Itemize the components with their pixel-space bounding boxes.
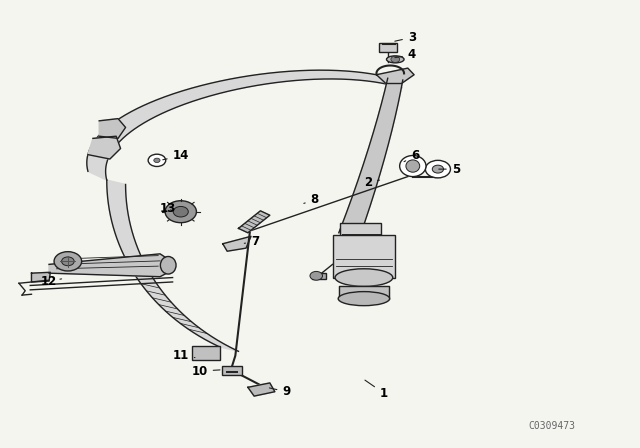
Circle shape [61, 257, 74, 266]
Circle shape [391, 56, 399, 62]
Text: 7: 7 [244, 235, 259, 248]
Text: C0309473: C0309473 [529, 421, 575, 431]
Text: 5: 5 [439, 163, 460, 176]
Polygon shape [239, 211, 270, 233]
Ellipse shape [406, 160, 420, 172]
Text: 4: 4 [395, 48, 416, 61]
Text: 12: 12 [41, 275, 61, 288]
Text: 2: 2 [364, 176, 380, 189]
Circle shape [148, 154, 166, 167]
FancyBboxPatch shape [340, 223, 381, 243]
Polygon shape [223, 236, 251, 251]
FancyBboxPatch shape [333, 235, 395, 279]
Polygon shape [248, 383, 275, 396]
Circle shape [54, 252, 82, 271]
Polygon shape [88, 136, 120, 159]
FancyBboxPatch shape [312, 273, 326, 279]
Ellipse shape [161, 257, 176, 274]
FancyBboxPatch shape [192, 346, 220, 360]
Ellipse shape [335, 269, 393, 286]
FancyBboxPatch shape [221, 366, 242, 375]
Polygon shape [339, 286, 389, 299]
Text: 3: 3 [395, 31, 416, 44]
Polygon shape [99, 119, 125, 138]
Circle shape [154, 158, 160, 163]
Ellipse shape [399, 155, 426, 177]
Text: 11: 11 [173, 349, 195, 362]
Polygon shape [87, 70, 401, 180]
FancyBboxPatch shape [379, 43, 397, 52]
Circle shape [310, 271, 323, 280]
Text: 14: 14 [163, 150, 189, 163]
Polygon shape [376, 68, 414, 83]
Ellipse shape [387, 56, 404, 63]
Text: 9: 9 [269, 385, 291, 398]
Text: 8: 8 [304, 194, 319, 207]
Ellipse shape [338, 292, 390, 306]
Circle shape [432, 165, 444, 173]
Text: 13: 13 [160, 202, 176, 215]
Text: 10: 10 [191, 365, 220, 378]
Circle shape [426, 160, 451, 178]
Text: 6: 6 [404, 150, 419, 163]
Polygon shape [107, 180, 239, 351]
Polygon shape [31, 272, 51, 282]
Text: 1: 1 [365, 380, 388, 400]
Circle shape [165, 201, 196, 223]
Polygon shape [339, 78, 403, 234]
Circle shape [173, 207, 188, 217]
Polygon shape [49, 254, 173, 277]
